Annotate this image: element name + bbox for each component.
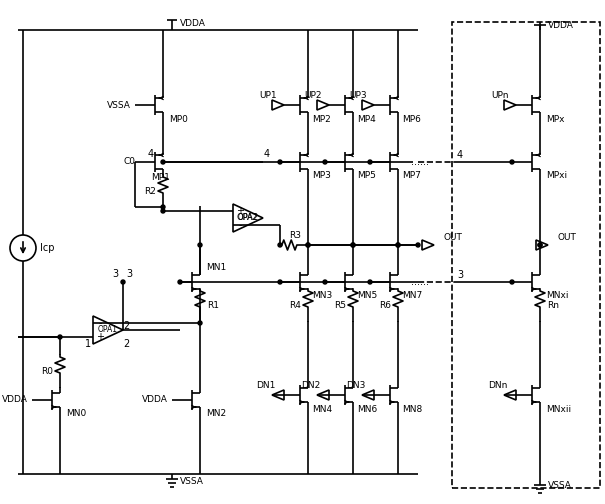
Text: DNn: DNn: [488, 381, 508, 390]
Circle shape: [351, 243, 355, 247]
Text: MP1: MP1: [151, 173, 170, 182]
Text: 1: 1: [85, 339, 91, 349]
Text: UP1: UP1: [259, 91, 277, 99]
Text: R4: R4: [289, 300, 301, 309]
Circle shape: [178, 280, 182, 284]
Text: OPA2: OPA2: [237, 214, 259, 222]
Text: 4: 4: [457, 150, 463, 160]
Circle shape: [368, 280, 372, 284]
Circle shape: [278, 160, 282, 164]
Text: MN4: MN4: [312, 405, 332, 413]
Text: 2: 2: [123, 321, 129, 331]
Circle shape: [306, 243, 310, 247]
Text: Rn: Rn: [547, 300, 559, 309]
Circle shape: [306, 243, 310, 247]
Text: R1: R1: [207, 300, 219, 309]
Text: Icp: Icp: [40, 243, 54, 253]
Text: R0: R0: [41, 366, 53, 375]
Circle shape: [510, 160, 514, 164]
Text: MN5: MN5: [357, 291, 378, 300]
Text: -: -: [98, 318, 102, 328]
Text: 2: 2: [123, 339, 129, 349]
Text: UPn: UPn: [491, 91, 509, 99]
Text: R5: R5: [334, 300, 346, 309]
Text: MN7: MN7: [402, 291, 422, 300]
Text: VSSA: VSSA: [107, 100, 131, 109]
Text: MNxi: MNxi: [546, 291, 569, 300]
Text: VDDA: VDDA: [142, 396, 168, 405]
Circle shape: [278, 280, 282, 284]
Text: 4: 4: [264, 149, 270, 159]
Text: UP3: UP3: [349, 91, 367, 99]
Text: -: -: [238, 220, 242, 230]
Text: 4: 4: [148, 149, 154, 159]
Text: MP3: MP3: [312, 171, 331, 180]
Circle shape: [121, 280, 125, 284]
Text: VDDA: VDDA: [180, 20, 206, 29]
Circle shape: [323, 280, 327, 284]
Text: MP0: MP0: [169, 114, 188, 123]
Text: MPx: MPx: [546, 114, 564, 123]
Circle shape: [198, 321, 202, 325]
Text: ......: ......: [411, 157, 429, 167]
Text: R6: R6: [379, 300, 391, 309]
Text: C0: C0: [123, 157, 135, 166]
Text: OPA1: OPA1: [98, 326, 118, 335]
Text: OPA2: OPA2: [238, 214, 258, 222]
Circle shape: [323, 160, 327, 164]
Circle shape: [538, 243, 542, 247]
Text: MP6: MP6: [402, 114, 421, 123]
Text: DN2: DN2: [301, 381, 321, 390]
Circle shape: [161, 160, 165, 164]
Text: MP5: MP5: [357, 171, 376, 180]
Text: MP7: MP7: [402, 171, 421, 180]
Text: DN3: DN3: [346, 381, 365, 390]
Text: ......: ......: [411, 277, 429, 287]
Circle shape: [278, 243, 282, 247]
Text: +: +: [96, 332, 104, 342]
Text: MN3: MN3: [312, 291, 332, 300]
Text: UP2: UP2: [304, 91, 322, 99]
Text: MP4: MP4: [357, 114, 376, 123]
Circle shape: [510, 280, 514, 284]
Text: OUT: OUT: [443, 232, 462, 241]
Circle shape: [198, 243, 202, 247]
Text: MN8: MN8: [402, 405, 422, 413]
Circle shape: [161, 209, 165, 213]
Circle shape: [161, 205, 165, 209]
Circle shape: [538, 243, 542, 247]
Text: MNxii: MNxii: [546, 405, 571, 413]
Text: 3: 3: [126, 269, 132, 279]
Text: MN6: MN6: [357, 405, 378, 413]
Circle shape: [351, 243, 355, 247]
Text: MN0: MN0: [66, 409, 87, 418]
Text: VSSA: VSSA: [548, 481, 572, 490]
Text: R2: R2: [144, 186, 156, 196]
Text: DN1: DN1: [257, 381, 276, 390]
Text: 3: 3: [112, 269, 118, 279]
Text: 3: 3: [457, 270, 463, 280]
Text: +: +: [236, 206, 244, 216]
Text: OUT: OUT: [558, 232, 577, 241]
Circle shape: [396, 243, 400, 247]
Circle shape: [396, 243, 400, 247]
Text: VDDA: VDDA: [2, 396, 28, 405]
Bar: [452, 22, 600, 488]
Text: MPxi: MPxi: [546, 171, 567, 180]
Circle shape: [368, 160, 372, 164]
Text: VSSA: VSSA: [180, 476, 204, 485]
Text: MN2: MN2: [206, 409, 226, 418]
Circle shape: [416, 243, 420, 247]
Text: VDDA: VDDA: [548, 21, 574, 30]
Circle shape: [58, 335, 62, 339]
Text: R3: R3: [289, 230, 301, 239]
Text: MN1: MN1: [206, 264, 226, 273]
Text: MP2: MP2: [312, 114, 331, 123]
